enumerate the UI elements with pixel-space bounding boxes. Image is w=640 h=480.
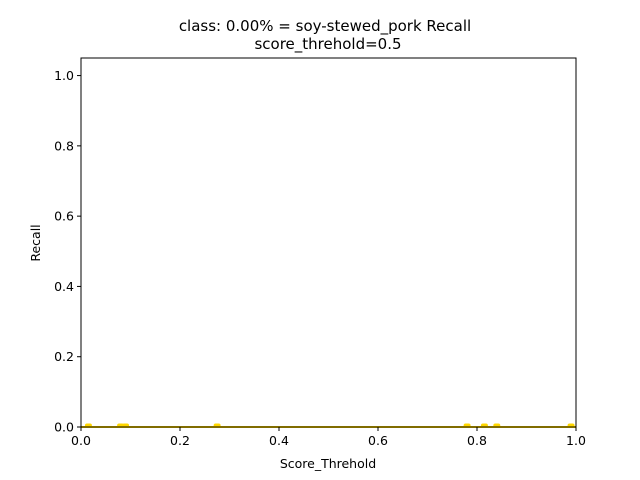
- y-tick-label: 0.0: [54, 420, 74, 435]
- y-axis-ticks: 0.0 0.2 0.4 0.6 0.8 1.0: [54, 68, 81, 435]
- x-tick-label: 0.8: [467, 433, 487, 448]
- chart-title-line-2: score_threhold=0.5: [254, 35, 401, 54]
- y-tick-label: 0.6: [54, 209, 74, 224]
- x-tick-label: 0.4: [269, 433, 289, 448]
- y-tick-label: 0.2: [54, 349, 74, 364]
- x-axis-ticks: 0.0 0.2 0.4 0.6 0.8 1.0: [71, 427, 586, 448]
- x-tick-label: 0.6: [368, 433, 388, 448]
- y-axis-label: Recall: [28, 224, 43, 261]
- x-axis-label: Score_Threhold: [280, 456, 376, 471]
- x-tick-label: 1.0: [566, 433, 586, 448]
- plot-area-frame: [80, 57, 577, 428]
- x-tick-label: 0.0: [71, 433, 91, 448]
- y-tick-label: 0.8: [54, 138, 74, 153]
- y-tick-label: 0.4: [54, 279, 74, 294]
- y-tick-label: 1.0: [54, 68, 74, 83]
- chart-title-line-1: class: 0.00% = soy-stewed_pork Recall: [179, 17, 471, 36]
- x-tick-label: 0.2: [170, 433, 190, 448]
